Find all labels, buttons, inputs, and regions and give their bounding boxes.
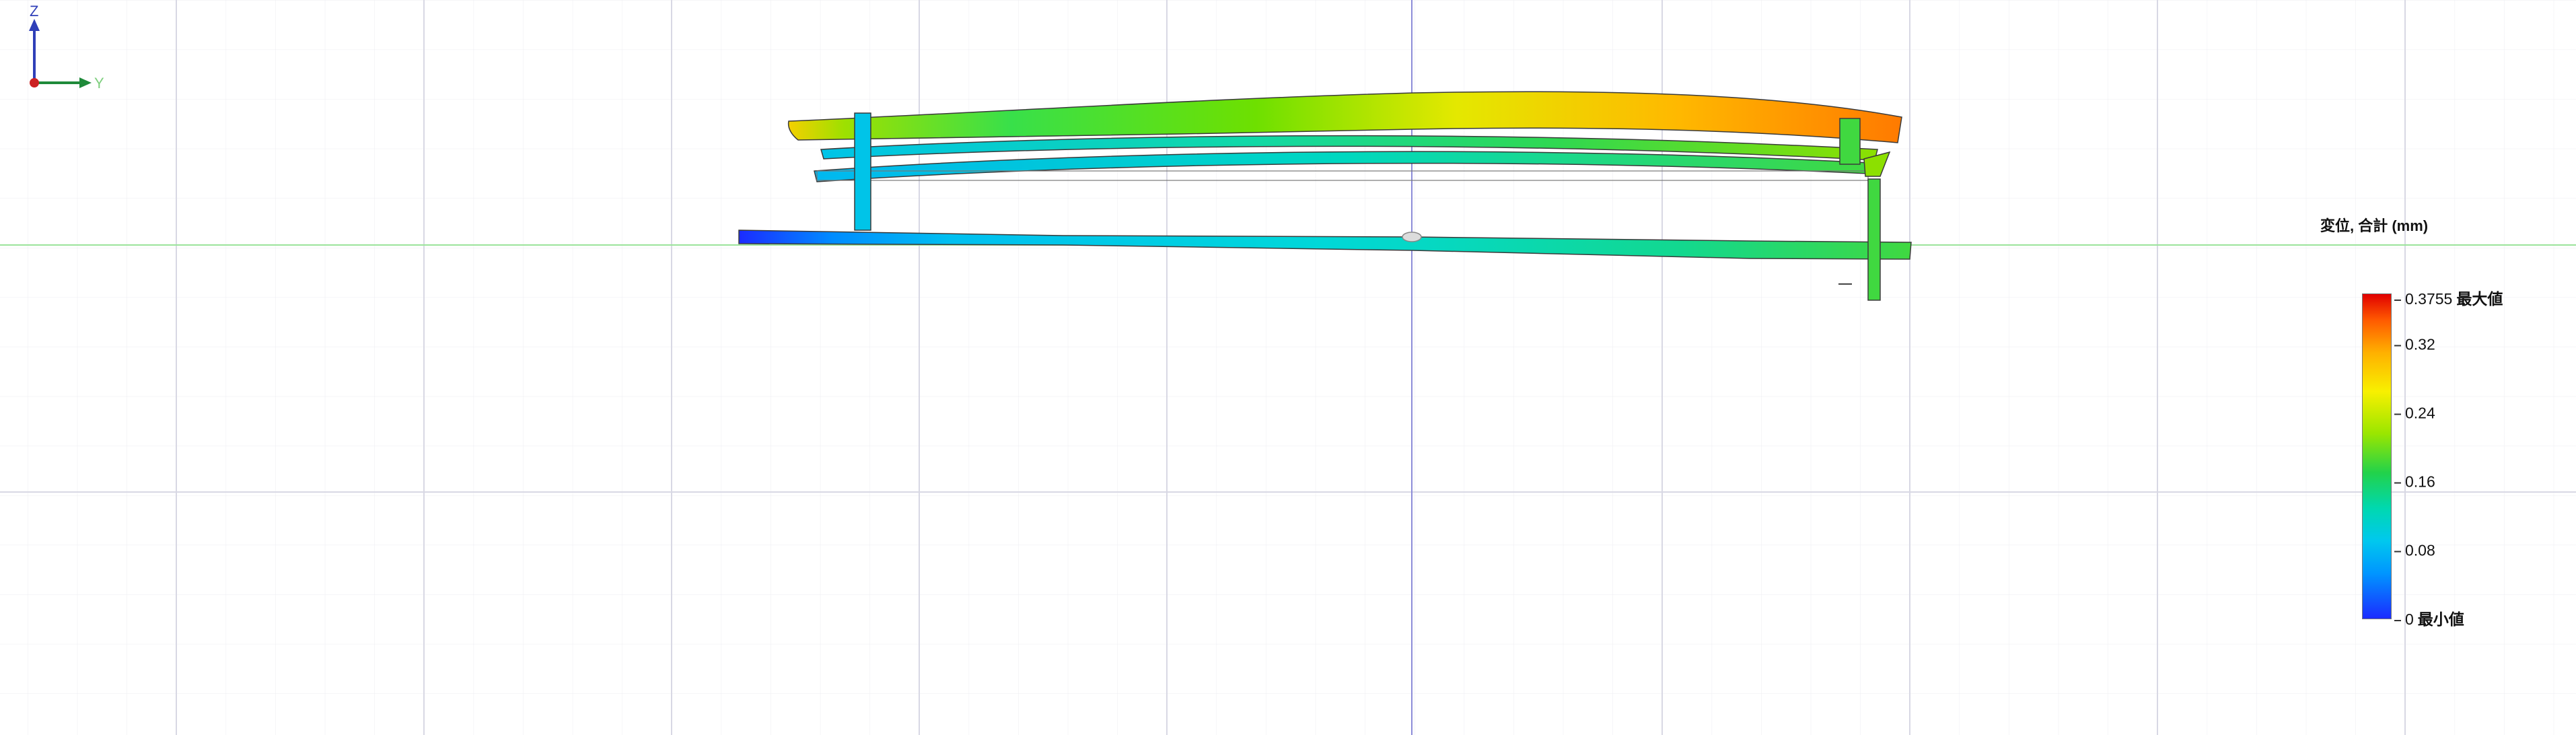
legend-min-value: 0 [2405, 610, 2414, 628]
legend-tick: 0.24 [2394, 405, 2435, 423]
right-bracket[interactable] [1863, 151, 1891, 177]
displacement-legend: 変位, 合計 (mm) 0.3755 最大値 0.32 0.24 0.16 0.0… [2315, 214, 2530, 631]
z-axis-label: Z [30, 3, 38, 20]
legend-tick-label: 0.16 [2405, 473, 2435, 491]
z-axis-arrow-icon [29, 19, 40, 31]
legend-max: 0.3755 最大値 [2394, 286, 2503, 309]
legend-min-tag: 最小値 [2417, 610, 2464, 628]
legend-title: 変位, 合計 (mm) [2320, 217, 2429, 234]
center-pivot[interactable] [1402, 232, 1422, 242]
base-blade[interactable] [738, 230, 1912, 260]
color-scale-bar [2362, 293, 2392, 619]
legend-tick: 0.08 [2394, 542, 2435, 560]
legend-tick: 0.16 [2394, 473, 2435, 491]
right-post[interactable] [1839, 118, 1861, 165]
legend-tick-label: 0.24 [2405, 404, 2435, 422]
legend-tick-label: 0.32 [2405, 335, 2435, 353]
legend-tick: 0.32 [2394, 336, 2435, 354]
right-leg[interactable] [1867, 178, 1881, 301]
y-axis-label: Y [94, 75, 104, 92]
left-post[interactable] [854, 112, 871, 231]
deformed-model[interactable] [738, 91, 1912, 301]
origin-dot-icon [30, 78, 39, 88]
legend-max-value: 0.3755 [2405, 290, 2453, 308]
y-axis-arrow-icon [79, 77, 92, 88]
legend-max-tag: 最大値 [2456, 290, 2503, 308]
axis-triad[interactable]: Z Y [0, 0, 128, 94]
legend-min: 0 最小値 [2394, 606, 2464, 629]
legend-tick-label: 0.08 [2405, 541, 2435, 559]
